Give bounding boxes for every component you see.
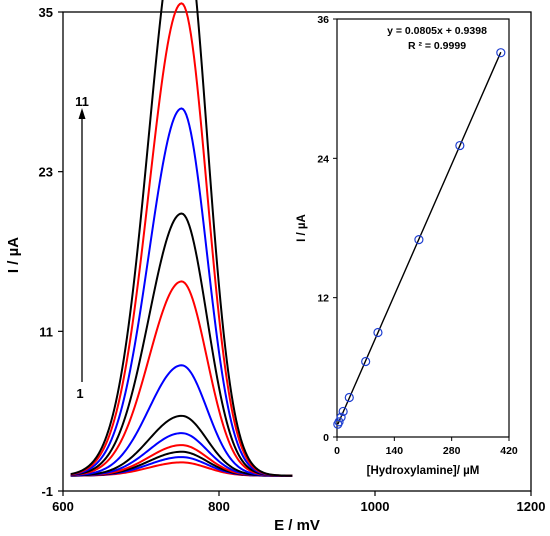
inset-data-point	[455, 140, 465, 151]
main-x-axis-label: E / mV	[274, 517, 320, 534]
voltammogram-curve	[70, 2, 293, 477]
main-x-tick-label: 1000	[361, 499, 390, 514]
inset-fit-line	[337, 51, 502, 425]
inset-x-tick-label: 0	[334, 445, 340, 457]
inset-y-tick-label: 36	[317, 14, 329, 26]
inset-data-point	[496, 48, 506, 58]
main-x-tick-label: 600	[52, 499, 74, 514]
inset-data-points	[333, 48, 506, 429]
main-x-tick-label: 1200	[517, 499, 546, 514]
inset-data-point	[338, 406, 348, 417]
main-y-ticks: -1 11 23 35	[39, 5, 63, 499]
main-x-ticks: 600 800 1000 1200	[52, 491, 545, 514]
main-y-tick-label: 35	[39, 5, 53, 20]
inset-data-point	[336, 412, 346, 422]
inset-x-tick-label: 280	[443, 445, 461, 457]
main-curves	[70, 0, 293, 477]
inset-r-squared: R ² = 0.9999	[408, 40, 466, 52]
inset-data-point	[344, 392, 354, 403]
inset-y-tick-label: 24	[317, 153, 329, 165]
main-y-tick-label: 23	[39, 165, 53, 180]
main-x-tick-label: 800	[208, 499, 230, 514]
voltammogram-curve	[70, 107, 293, 477]
inset-y-tick-label: 12	[317, 293, 329, 305]
inset-data-point	[414, 235, 424, 245]
main-y-axis-label: I / µA	[5, 237, 22, 273]
inset-x-tick-label: 420	[500, 445, 518, 457]
inset-y-axis-label: I / µA	[296, 214, 308, 242]
inset-x-tick-label: 140	[386, 445, 404, 457]
voltammogram-curve	[70, 0, 293, 477]
main-y-tick-label: -1	[41, 484, 53, 499]
main-y-tick-label: 11	[39, 324, 53, 339]
inset-equation: y = 0.0805x + 0.9398	[387, 25, 487, 37]
inset-y-tick-label: 0	[323, 432, 329, 444]
inset-data-point	[361, 356, 371, 367]
inset-data-point	[373, 327, 383, 338]
annotation-bottom-label: 1	[76, 386, 83, 401]
inset-x-axis-label: [Hydroxylamine]/ µM	[367, 465, 480, 477]
inset-y-ticks: 0 12 24 36	[317, 14, 337, 444]
voltammogram-curve	[70, 364, 293, 477]
voltammogram-curve	[70, 212, 293, 477]
inset-data-point	[334, 417, 344, 427]
inset-plot-area	[336, 18, 510, 438]
inset-x-ticks: 0 140 280 420	[334, 437, 518, 457]
concentration-arrow-head	[78, 108, 86, 119]
main-plot-area	[62, 11, 532, 492]
annotation-top-label: 11	[75, 94, 89, 109]
